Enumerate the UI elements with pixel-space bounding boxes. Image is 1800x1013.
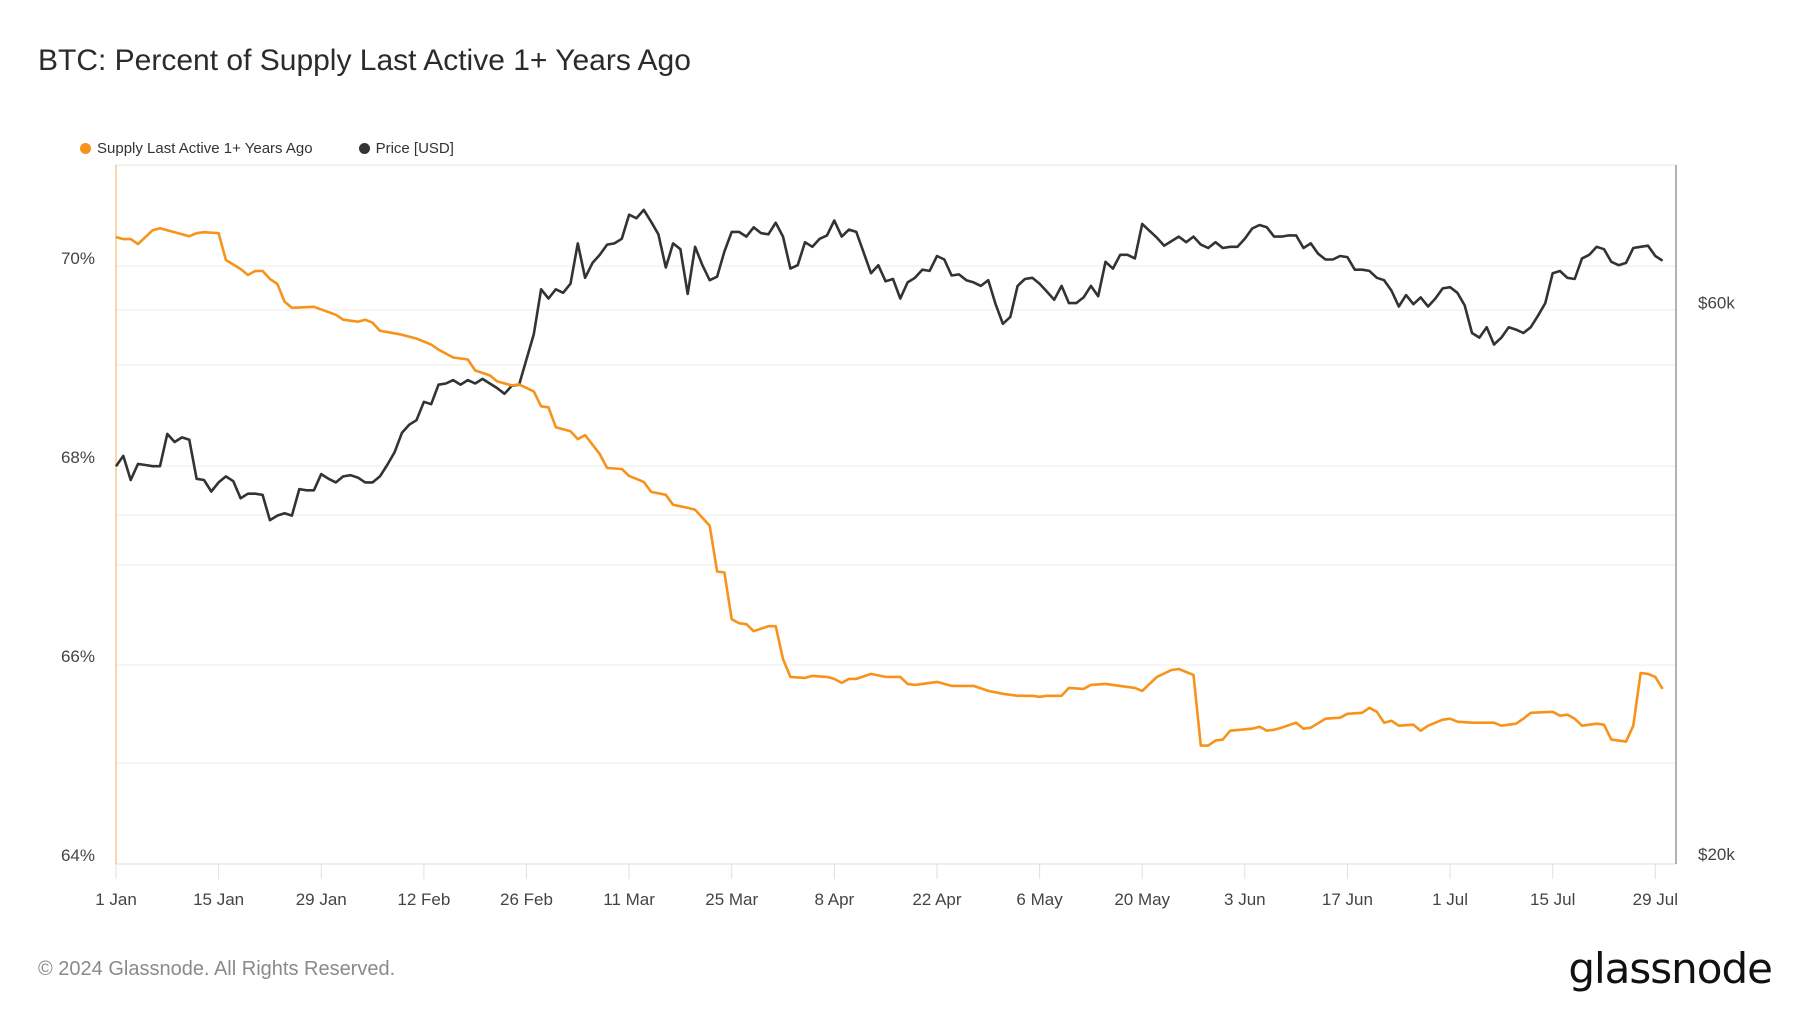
- x-tick-label: 3 Jun: [1224, 890, 1266, 909]
- y-left-tick-label: 70%: [61, 249, 95, 268]
- legend: Supply Last Active 1+ Years Ago Price [U…: [80, 140, 454, 157]
- y-left-tick-label: 66%: [61, 647, 95, 666]
- x-tick-label: 29 Jan: [296, 890, 347, 909]
- legend-item-price[interactable]: Price [USD]: [358, 140, 454, 157]
- supply-line: [115, 226, 1664, 747]
- legend-item-supply[interactable]: Supply Last Active 1+ Years Ago: [80, 140, 313, 157]
- legend-label-supply: Supply Last Active 1+ Years Ago: [97, 140, 313, 157]
- x-tick-label: 12 Feb: [397, 890, 450, 909]
- x-tick-label: 25 Mar: [705, 890, 758, 909]
- copyright: © 2024 Glassnode. All Rights Reserved.: [38, 958, 396, 980]
- x-tick-label: 6 May: [1016, 890, 1063, 909]
- price-line: [114, 208, 1664, 522]
- x-tick-label: 1 Jan: [95, 890, 137, 909]
- legend-dot-supply: [80, 143, 91, 154]
- glassnode-logo: glassnode: [1568, 944, 1773, 993]
- legend-dot-price: [358, 143, 370, 154]
- x-tick-label: 15 Jan: [193, 890, 244, 909]
- x-tick-label: 11 Mar: [603, 890, 655, 909]
- x-tick-label: 20 May: [1114, 890, 1170, 909]
- x-tick-label: 1 Jul: [1432, 890, 1468, 909]
- y-left-tick-label: 64%: [61, 846, 95, 865]
- legend-label-price: Price [USD]: [375, 140, 454, 157]
- x-tick-label: 26 Feb: [500, 890, 553, 909]
- y-right-tick-label: $60k: [1698, 294, 1735, 313]
- y-right-tick-label: $20k: [1698, 845, 1735, 864]
- y-left-tick-label: 68%: [61, 448, 95, 467]
- x-tick-label: 22 Apr: [912, 890, 961, 909]
- chart-title: BTC: Percent of Supply Last Active 1+ Ye…: [38, 44, 691, 77]
- x-tick-label: 17 Jun: [1322, 890, 1373, 909]
- x-tick-label: 29 Jul: [1633, 890, 1678, 909]
- x-tick-label: 8 Apr: [814, 890, 854, 909]
- x-tick-label: 15 Jul: [1530, 890, 1575, 909]
